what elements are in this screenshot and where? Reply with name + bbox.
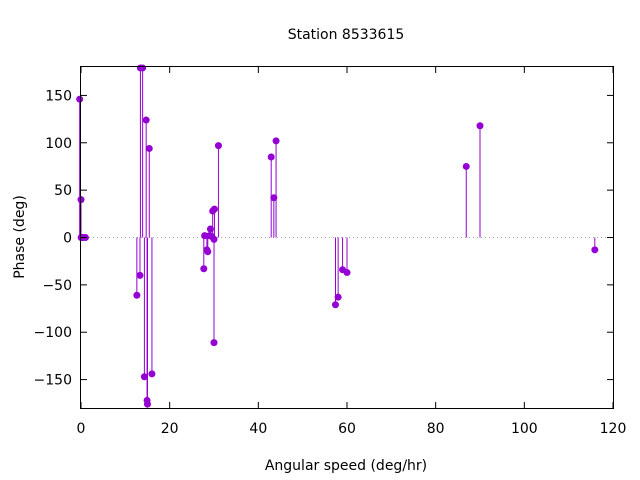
data-point-0 (76, 95, 84, 103)
chart-title: Station 8533615 (288, 27, 405, 43)
x-tick-label: 40 (249, 421, 267, 437)
data-point-15 (148, 370, 156, 378)
data-point-6 (133, 291, 141, 299)
data-point-14 (145, 144, 153, 152)
data-point-10 (140, 373, 148, 381)
y-tick-label: −50 (42, 278, 72, 294)
data-marks-layer (76, 64, 599, 408)
x-tick-label: 0 (77, 421, 86, 437)
data-point-35 (462, 162, 470, 170)
y-tick-label: 150 (45, 88, 72, 104)
data-point-16 (200, 265, 208, 273)
data-point-28 (267, 153, 275, 161)
y-tick-label: 100 (45, 136, 72, 152)
data-point-30 (272, 137, 280, 145)
plot-frame (80, 66, 614, 409)
y-tick-label: −150 (34, 373, 72, 389)
data-point-13 (144, 400, 151, 408)
data-point-37 (591, 246, 599, 254)
data-point-32 (334, 293, 342, 301)
data-point-36 (476, 122, 484, 130)
data-point-26 (210, 205, 218, 213)
y-tick-label: 50 (54, 183, 72, 199)
x-tick-label: 80 (427, 421, 445, 437)
x-tick-label: 120 (600, 421, 627, 437)
x-tick-label: 60 (338, 421, 356, 437)
data-point-34 (343, 269, 351, 277)
x-tick-label: 20 (161, 421, 179, 437)
data-point-17 (201, 232, 209, 240)
x-tick-label: 100 (511, 421, 538, 437)
y-axis-label: Phase (deg) (12, 195, 28, 279)
data-point-7 (136, 271, 144, 279)
data-point-9 (139, 64, 147, 72)
data-point-25 (210, 339, 218, 347)
data-point-11 (142, 116, 150, 124)
axis-ticks-layer: 0 20 40 60 80 100 120 −150 −100 −50 0 50 100 150 (34, 67, 627, 437)
y-tick-label: 0 (63, 231, 72, 247)
y-tick-label: −100 (34, 325, 72, 341)
data-point-31 (331, 301, 339, 309)
data-point-19 (204, 248, 212, 256)
x-axis-label: Angular speed (deg/hr) (265, 458, 427, 474)
data-point-27 (214, 142, 222, 150)
